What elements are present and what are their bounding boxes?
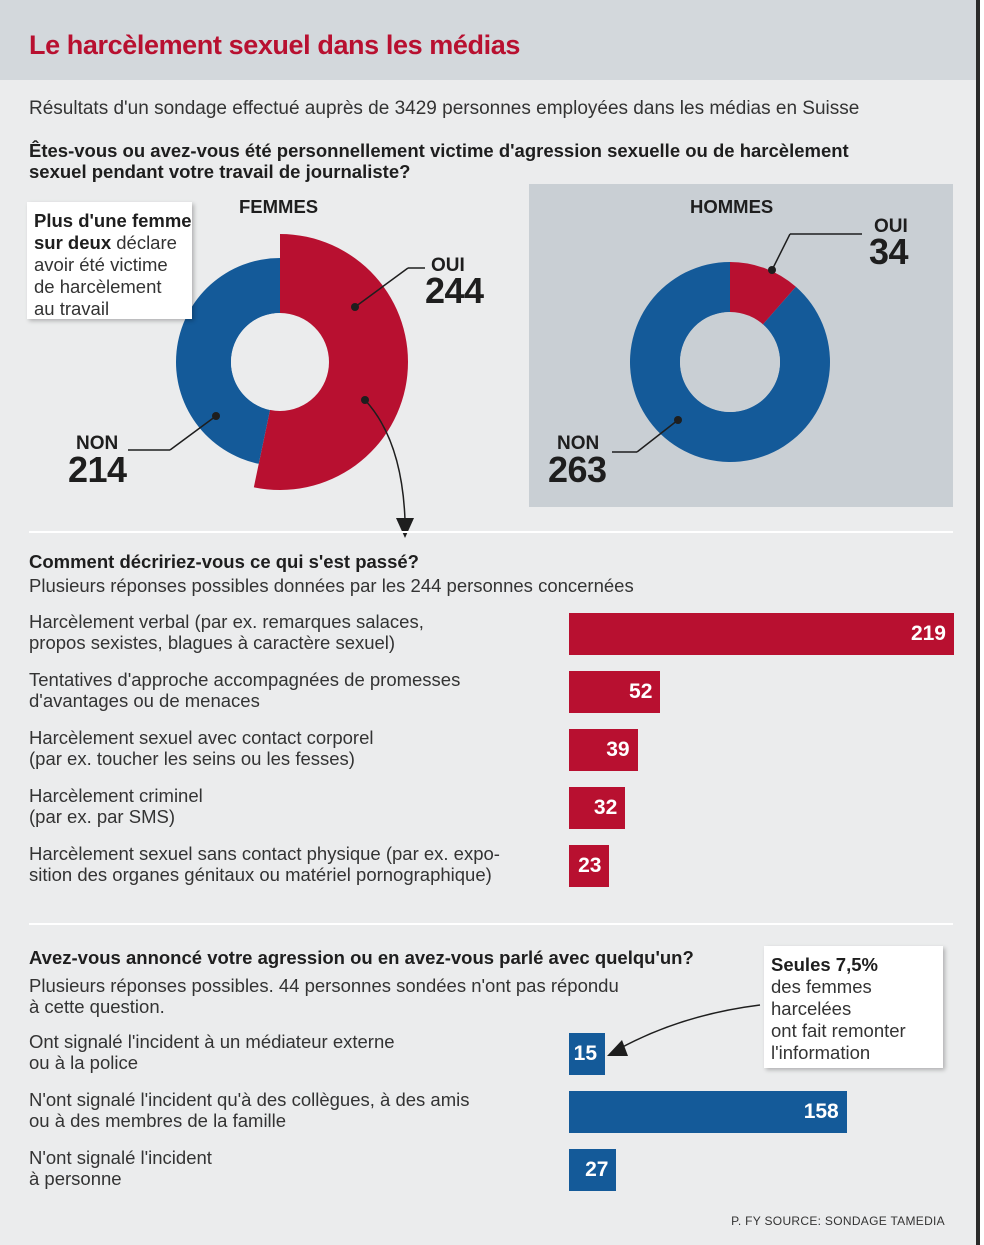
callout-women: Plus d'une femme sur deux déclare avoir … xyxy=(27,202,192,319)
q3-row-label-line-2: à personne xyxy=(29,1168,122,1189)
hommes-oui-leader xyxy=(771,233,791,271)
page-title: Le harcèlement sexuel dans les médias xyxy=(29,30,520,60)
hommes-non-leader xyxy=(636,419,679,453)
hommes-non-label: NON xyxy=(557,433,600,454)
q2-row-label-line-1: Harcèlement verbal (par ex. remarques sa… xyxy=(29,611,424,632)
q2-bar: 219 xyxy=(569,613,954,655)
q3-bar-value: 27 xyxy=(585,1158,609,1181)
q2-row-label-line-2: (par ex. par SMS) xyxy=(29,806,175,827)
femmes-oui-leader xyxy=(354,267,409,308)
femmes-oui-label: OUI xyxy=(431,255,465,276)
hommes-oui-dot xyxy=(768,266,776,274)
femmes-oui-dot xyxy=(351,303,359,311)
question-1-line-2: sexuel pendant votre travail de journali… xyxy=(29,161,411,182)
q3-row-label: Ont signalé l'incident à un médiateur ex… xyxy=(29,1031,395,1073)
callout-women-line-3: avoir été victime xyxy=(34,254,168,275)
report-arrow-curve xyxy=(616,1004,761,1051)
q3-row-label: N'ont signalé l'incident à personne xyxy=(29,1147,212,1189)
q3-row-label-line-1: Ont signalé l'incident à un médiateur ex… xyxy=(29,1031,395,1052)
callout-women-bold-2: sur deux xyxy=(34,232,112,253)
hommes-non-dot xyxy=(674,416,682,424)
q3-bar-value: 15 xyxy=(573,1042,597,1065)
q2-row-label-line-1: Harcèlement sexuel avec contact corporel xyxy=(29,727,374,748)
q2-bar-value: 23 xyxy=(578,854,602,877)
callout-report-line-4: ont fait remonter xyxy=(771,1020,906,1041)
femmes-slice-non xyxy=(176,258,280,464)
hommes-oui-value: 34 xyxy=(869,231,909,272)
q2-row-label-line-1: Harcèlement criminel xyxy=(29,785,203,806)
hommes-non-value: 263 xyxy=(548,449,607,490)
q2-row-label-line-2: sition des organes génitaux ou matériel … xyxy=(29,864,492,885)
callout-women-bold-1: Plus d'une femme xyxy=(34,210,192,231)
question-2-subtitle: Plusieurs réponses possibles données par… xyxy=(29,575,634,596)
femmes-non-dot xyxy=(212,412,220,420)
hommes-slice-non xyxy=(629,262,830,462)
hommes-donut-hole xyxy=(680,312,780,412)
leader-lines xyxy=(128,233,862,1056)
femmes-arrow-curve xyxy=(364,399,406,521)
femmes-oui-value: 244 xyxy=(425,270,484,311)
callout-women-rest-1: déclare xyxy=(111,232,177,253)
q2-bar-value: 52 xyxy=(629,680,653,703)
hommes-label: HOMMES xyxy=(690,196,774,217)
divider-2 xyxy=(29,923,953,925)
page-subtitle: Résultats d'un sondage effectué auprès d… xyxy=(29,98,860,119)
callout-women-line-5: au travail xyxy=(34,298,110,319)
q3-bar-value: 158 xyxy=(803,1100,839,1123)
q2-row-label: Harcèlement verbal (par ex. remarques sa… xyxy=(29,611,424,653)
femmes-arrow-head xyxy=(396,518,414,538)
femmes-donut-hole xyxy=(231,313,329,411)
q3-row-label-line-1: N'ont signalé l'incident xyxy=(29,1147,212,1168)
q2-row-label: Harcèlement sexuel avec contact corporel… xyxy=(29,727,373,769)
q2-bar-value: 32 xyxy=(593,796,618,819)
q2-bar: 39 xyxy=(569,729,638,771)
femmes-non-value: 214 xyxy=(68,449,127,490)
question-3-title: Avez-vous annoncé votre agression ou en … xyxy=(29,947,694,968)
q3-bar: 158 xyxy=(569,1091,847,1133)
q2-bar-value: 219 xyxy=(910,622,946,645)
q2-row-label-line-2: propos sexistes, blagues à caractère sex… xyxy=(29,632,396,653)
report-arrow-head xyxy=(607,1040,628,1056)
femmes-non-leader xyxy=(169,415,217,451)
q2-row-label-line-2: d'avantages ou de menaces xyxy=(29,690,260,711)
donut-charts xyxy=(176,234,830,490)
q3-row-label-line-1: N'ont signalé l'incident qu'à des collèg… xyxy=(29,1089,470,1110)
callout-report-bold: Seules 7,5% xyxy=(771,954,878,975)
callout-report-line-3: harcelées xyxy=(771,998,852,1019)
q2-row-label-line-2: (par ex. toucher les seins ou les fesses… xyxy=(29,748,355,769)
q2-bar: 52 xyxy=(569,671,661,713)
q3-bar: 27 xyxy=(569,1149,617,1191)
femmes-label: FEMMES xyxy=(239,196,319,217)
question-2-title: Comment décririez-vous ce qui s'est pass… xyxy=(29,551,419,572)
q3-row-label-line-2: ou à la police xyxy=(29,1052,139,1073)
question-3-subtitle-2: à cette question. xyxy=(29,996,165,1017)
header-band xyxy=(0,0,976,80)
hommes-oui-label: OUI xyxy=(874,216,908,237)
q2-bar: 32 xyxy=(569,787,626,829)
q2-bar-value: 39 xyxy=(606,738,630,761)
q2-row-label: Harcèlement criminel (par ex. par SMS) xyxy=(29,785,203,827)
femmes-slice-oui xyxy=(253,234,408,490)
q2-row-label-line-1: Tentatives d'approche accompagnées de pr… xyxy=(29,669,461,690)
source-credit: P. FY SOURCE: SONDAGE TAMEDIA xyxy=(731,1214,945,1228)
q3-bar: 15 xyxy=(569,1033,605,1075)
question-3-subtitle-1: Plusieurs réponses possibles. 44 personn… xyxy=(29,975,619,996)
q2-row-label: Harcèlement sexuel sans contact physique… xyxy=(29,843,500,885)
divider-1 xyxy=(29,531,953,533)
callout-report-line-5: l'information xyxy=(771,1042,871,1063)
question-1: Êtes-vous ou avez-vous été personnelleme… xyxy=(29,140,849,182)
q2-row-label-line-1: Harcèlement sexuel sans contact physique… xyxy=(29,843,500,864)
callout-report: Seules 7,5% des femmes harcelées ont fai… xyxy=(764,946,943,1068)
q2-bar: 23 xyxy=(569,845,610,887)
q2-row-label: Tentatives d'approche accompagnées de pr… xyxy=(29,669,460,711)
q3-row-label: N'ont signalé l'incident qu'à des collèg… xyxy=(29,1089,469,1131)
q3-row-label-line-2: ou à des membres de la famille xyxy=(29,1110,287,1131)
question-1-line-1: Êtes-vous ou avez-vous été personnelleme… xyxy=(29,140,849,161)
femmes-non-label: NON xyxy=(76,433,119,454)
callout-women-line-4: de harcèlement xyxy=(34,276,162,297)
callout-report-line-2: des femmes xyxy=(771,976,872,997)
question-3-subtitle: Plusieurs réponses possibles. 44 personn… xyxy=(29,975,619,1017)
